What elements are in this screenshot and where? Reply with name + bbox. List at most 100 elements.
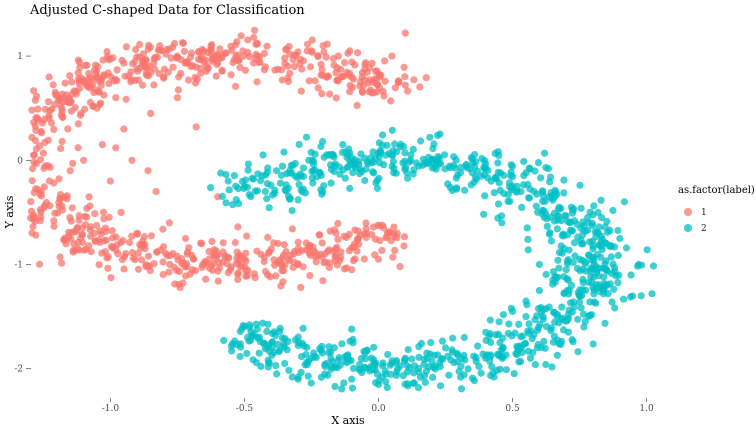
point-series-2 xyxy=(521,339,530,347)
point-series-2 xyxy=(527,327,535,335)
point-series-1 xyxy=(75,246,83,254)
point-series-2 xyxy=(431,365,439,373)
point-series-1 xyxy=(58,259,66,267)
point-series-2 xyxy=(467,181,475,189)
point-series-1 xyxy=(117,208,125,216)
point-series-2 xyxy=(302,133,311,141)
point-series-2 xyxy=(587,272,595,281)
point-series-1 xyxy=(50,222,58,230)
point-series-1 xyxy=(173,252,181,260)
point-series-1 xyxy=(103,52,112,61)
point-series-1 xyxy=(290,250,298,258)
point-series-1 xyxy=(97,99,105,107)
point-series-2 xyxy=(606,280,614,288)
point-series-1 xyxy=(215,264,224,272)
point-series-2 xyxy=(276,179,284,187)
point-series-1 xyxy=(105,213,113,221)
point-series-1 xyxy=(285,42,293,51)
point-series-1 xyxy=(306,63,315,71)
point-series-2 xyxy=(399,159,407,167)
point-series-1 xyxy=(221,49,229,58)
point-series-1 xyxy=(128,249,137,257)
point-series-1 xyxy=(76,64,84,72)
point-series-1 xyxy=(208,57,216,65)
point-series-2 xyxy=(366,364,374,372)
point-series-1 xyxy=(120,59,128,67)
point-series-1 xyxy=(85,69,93,78)
point-series-1 xyxy=(109,54,117,62)
point-series-2 xyxy=(555,264,563,272)
point-series-1 xyxy=(177,56,185,64)
point-series-1 xyxy=(132,45,140,54)
point-series-1 xyxy=(134,76,143,84)
point-series-1 xyxy=(223,260,231,268)
point-series-1 xyxy=(170,39,179,48)
point-series-2 xyxy=(468,169,476,177)
point-series-2 xyxy=(334,356,342,364)
point-series-1 xyxy=(267,245,275,253)
point-series-2 xyxy=(357,150,365,158)
point-series-1 xyxy=(380,92,388,100)
point-series-1 xyxy=(294,238,302,246)
point-series-1 xyxy=(314,84,322,92)
point-series-2 xyxy=(584,214,592,222)
point-series-1 xyxy=(368,59,376,67)
point-series-1 xyxy=(28,106,36,114)
legend-key-2 xyxy=(684,224,692,232)
point-series-1 xyxy=(391,84,399,92)
point-series-1 xyxy=(318,239,326,247)
point-series-2 xyxy=(426,133,434,141)
point-series-1 xyxy=(254,52,262,60)
point-series-2 xyxy=(273,370,281,378)
point-series-1 xyxy=(68,204,76,212)
point-series-2 xyxy=(358,167,366,175)
point-series-2 xyxy=(481,192,489,200)
point-series-2 xyxy=(487,338,495,346)
point-series-1 xyxy=(270,239,278,247)
point-series-2 xyxy=(576,255,584,263)
point-series-2 xyxy=(526,354,535,362)
point-series-2 xyxy=(508,307,517,315)
point-series-2 xyxy=(560,326,568,334)
point-series-2 xyxy=(299,324,307,332)
point-series-1 xyxy=(170,263,178,271)
point-series-1 xyxy=(374,255,383,263)
point-series-2 xyxy=(563,275,571,283)
point-series-2 xyxy=(545,230,554,238)
point-series-2 xyxy=(597,238,605,246)
point-series-1 xyxy=(150,59,158,67)
point-series-2 xyxy=(450,358,458,367)
point-series-1 xyxy=(224,269,232,277)
point-series-2 xyxy=(558,231,566,240)
point-series-1 xyxy=(31,96,39,104)
point-series-1 xyxy=(136,40,144,49)
point-series-2 xyxy=(537,174,545,182)
point-series-1 xyxy=(184,76,193,84)
point-series-1 xyxy=(89,75,97,83)
point-series-2 xyxy=(302,350,310,359)
point-series-1 xyxy=(310,248,318,256)
point-series-1 xyxy=(345,247,353,255)
point-series-2 xyxy=(579,286,587,294)
point-series-2 xyxy=(371,154,380,162)
point-series-2 xyxy=(319,137,327,146)
series-1 xyxy=(26,26,430,291)
point-series-2 xyxy=(515,320,523,328)
point-series-2 xyxy=(274,340,282,348)
point-series-1 xyxy=(210,246,218,254)
point-series-2 xyxy=(348,154,356,162)
point-series-1 xyxy=(400,63,408,71)
point-series-2 xyxy=(327,354,335,363)
point-series-1 xyxy=(325,263,333,272)
point-series-1 xyxy=(74,144,82,152)
point-series-1 xyxy=(236,63,244,71)
point-series-2 xyxy=(500,171,508,179)
point-series-1 xyxy=(383,233,391,241)
point-series-1 xyxy=(241,66,250,74)
x-tick-label: 1.0 xyxy=(639,404,654,414)
point-series-1 xyxy=(112,94,120,102)
point-series-2 xyxy=(294,196,302,204)
point-series-1 xyxy=(152,187,160,196)
point-series-1 xyxy=(410,76,418,84)
point-series-2 xyxy=(434,351,442,359)
